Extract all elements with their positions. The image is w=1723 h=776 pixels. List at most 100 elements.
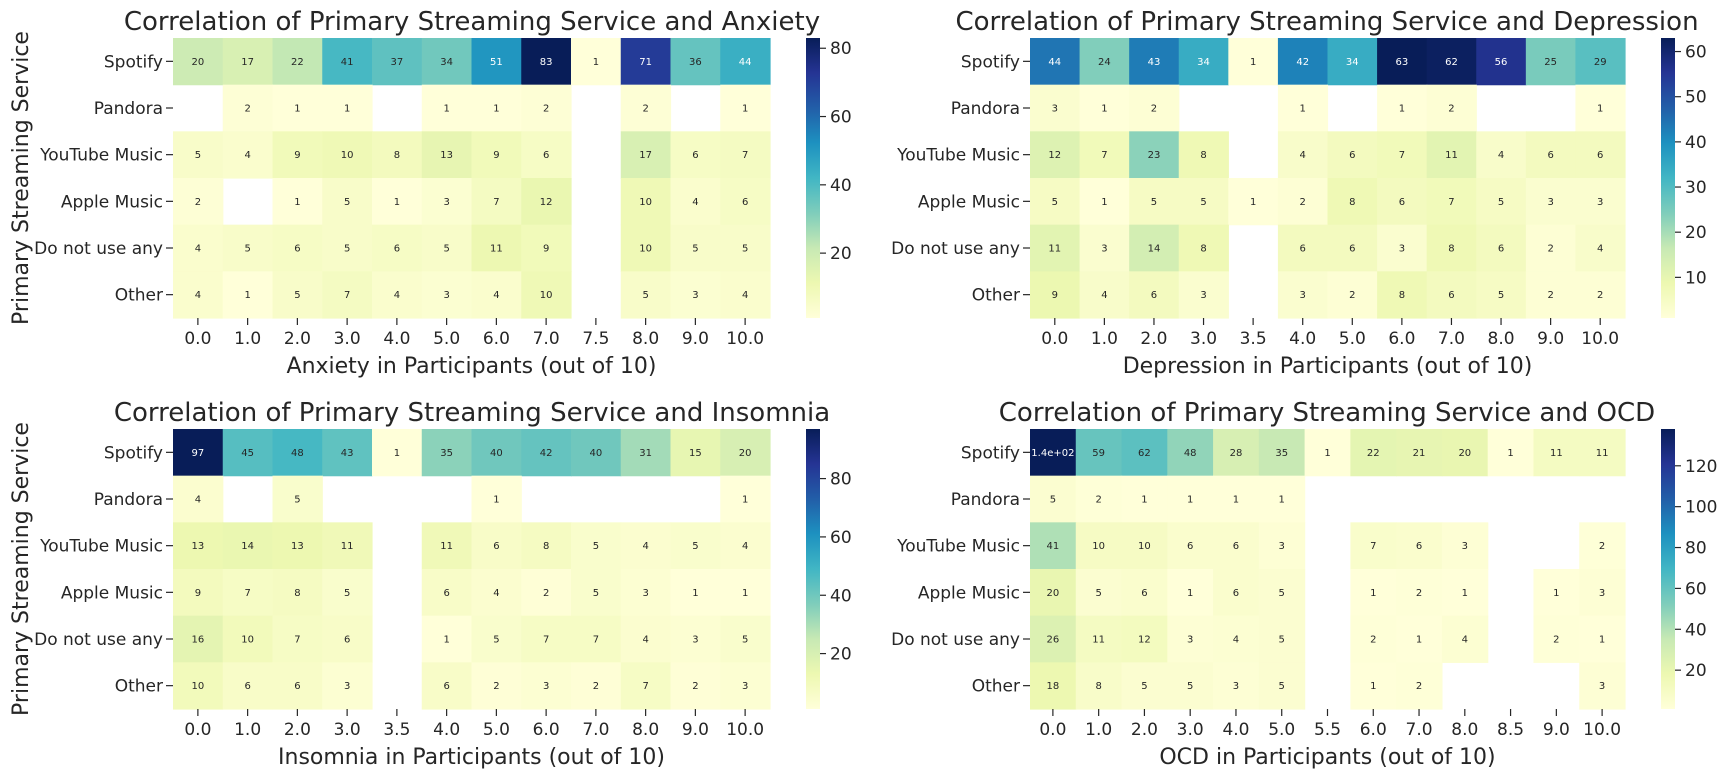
heatmap-cell [471,178,522,226]
heatmap-cell [471,131,522,179]
x-tick-label: 9.0 [682,720,709,740]
cell-value-label: 4 [1300,150,1306,161]
cell-value-label: 1 [1507,448,1513,459]
heatmap-cell [1129,131,1180,179]
x-tick-label: 9.0 [1543,720,1570,740]
cell-value-label: 11 [1445,150,1458,161]
cell-value-label: 13 [440,150,453,161]
heatmap-cell [1228,38,1279,86]
cell-value-label: 5 [1279,588,1285,599]
cell-value-label: 1 [1553,588,1559,599]
cell-value-label: 9 [195,588,201,599]
x-tick-label: 10.0 [726,720,764,740]
heatmap-cell [421,178,473,226]
cell-value-label: 7 [642,681,648,692]
heatmap-cell [322,178,373,226]
cell-value-label: 10 [1138,541,1151,552]
cell-value-label: 1 [1599,635,1605,646]
heatmap-cell [670,569,721,617]
cell-value-label: 1 [294,197,300,208]
heatmap-cell [1213,522,1260,570]
cell-value-label: 3 [692,635,698,646]
colorbar-tick-label: 50 [1685,88,1707,108]
cell-value-label: 8 [543,541,549,552]
cell-value-label: 5 [1498,290,1504,301]
cell-value-label: 11 [490,244,503,255]
cell-value-label: 12 [1048,150,1061,161]
heatmap-cell [322,569,373,617]
cell-value-label: 8 [394,150,400,161]
x-tick-label: 2.0 [1140,329,1167,349]
heatmap-cell [322,38,373,86]
colorbar-tick-label: 80 [1685,539,1707,559]
heatmap-cell [1030,569,1077,617]
heatmap-cell [1277,224,1329,272]
x-tick-label: 5.5 [1314,720,1341,740]
cell-value-label: 28 [1230,448,1243,459]
heatmap-cell [1079,224,1130,272]
heatmap-cell [670,38,721,86]
heatmap-cell [1030,662,1077,710]
heatmap-cell [322,271,373,319]
heatmap-cell [670,429,721,477]
heatmap-cell [1377,38,1428,86]
heatmap-cell [620,131,672,179]
cell-value-label: 1 [1101,197,1107,208]
heatmap-cell [1476,38,1527,86]
cell-value-label: 6 [1349,150,1355,161]
heatmap-cell [720,475,771,523]
heatmap-cell [1327,224,1378,272]
heatmap-cell [1327,131,1378,179]
cell-value-label: 1 [1462,588,1468,599]
colorbar-tick-label: 120 [1685,457,1717,477]
cell-value-label: 4 [493,290,499,301]
heatmap-cell [1129,178,1180,226]
cell-value-label: 6 [742,197,748,208]
heatmap-cell [1476,271,1527,319]
x-tick-label: 6.0 [533,720,560,740]
x-tick-label: 10.0 [1583,720,1621,740]
cell-value-label: 18 [1047,681,1060,692]
cell-value-label: 2 [1448,104,1454,115]
heatmap-cell [1075,662,1123,710]
heatmap-cell [173,569,224,617]
cell-value-label: 1 [394,197,400,208]
cell-value-label: 36 [689,57,702,68]
cell-value-label: 1 [1233,495,1239,506]
heatmap-cell [620,662,672,710]
cell-value-label: 31 [639,448,652,459]
cell-value-label: 6 [1151,290,1157,301]
y-tick-label: Other [972,286,1020,306]
cell-value-label: 6 [1141,588,1147,599]
heatmap-cell [173,429,224,477]
x-axis-label: Anxiety in Participants (out of 10) [287,354,657,379]
cell-value-label: 97 [192,448,205,459]
heatmap-cell [1277,178,1329,226]
heatmap-cell [173,662,224,710]
cell-value-label: 34 [1197,57,1210,68]
cell-value-label: 1 [1101,104,1107,115]
x-tick-label: 5.0 [433,329,460,349]
heatmap-cell [222,271,274,319]
heatmap-cell [173,224,224,272]
heatmap-cell [1167,522,1214,570]
colorbar [1661,38,1675,318]
x-tick-label: 8.0 [632,720,659,740]
heatmap-panel-2: Correlation of Primary Streaming Service… [891,7,1707,379]
y-tick-label: Pandora [951,490,1020,510]
cell-value-label: 2 [1599,541,1605,552]
heatmap-cell [1167,569,1214,617]
cell-value-label: 1 [593,57,599,68]
heatmap-cell [471,662,522,710]
heatmap-cell [1075,569,1123,617]
heatmap-cell [521,271,572,319]
cell-value-label: 17 [241,57,254,68]
cell-value-label: 6 [1233,541,1239,552]
cell-value-label: 10 [192,681,205,692]
cell-value-label: 6 [543,150,549,161]
cell-value-label: 11 [440,541,453,552]
cell-value-label: 24 [1098,57,1111,68]
x-tick-label: 8.0 [1451,720,1478,740]
cell-value-label: 12 [540,197,553,208]
